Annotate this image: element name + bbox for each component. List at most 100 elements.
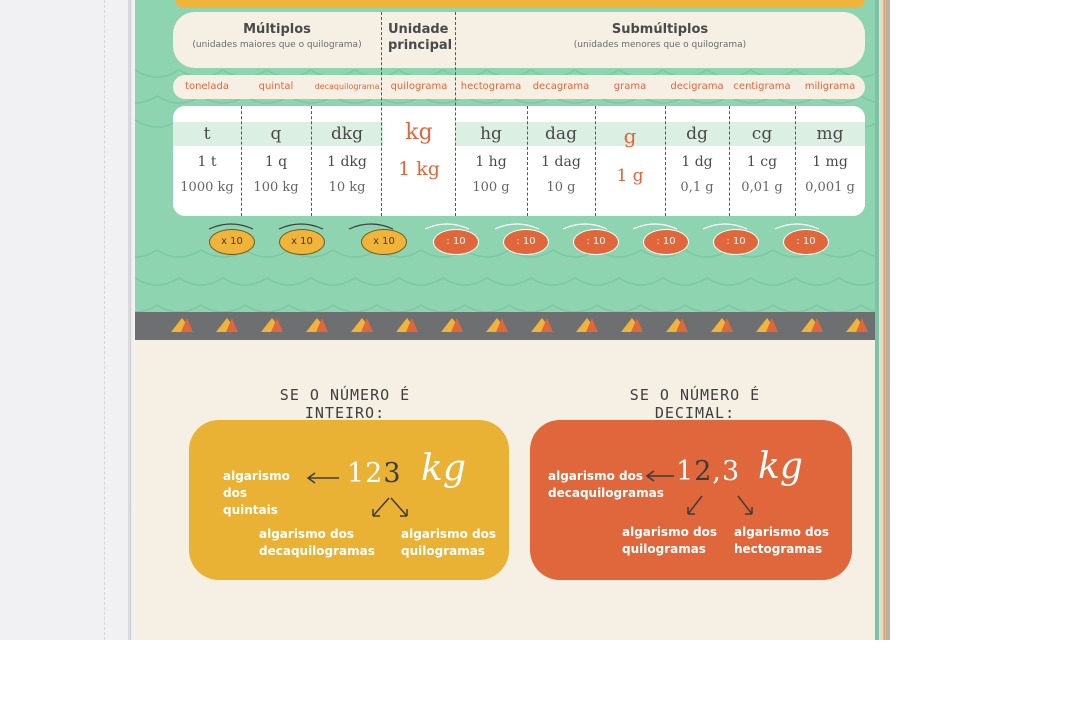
triangle-ornament (541, 318, 553, 332)
number-part: ,3 (712, 456, 741, 487)
integer-rule-title: SE O NÚMERO É INTEIRO: (279, 386, 411, 422)
unit-equivalent: 100 g (472, 180, 510, 195)
submultiplos-header: Submúltiplos (unidades menores que o qui… (455, 12, 865, 68)
unit-symbol: t (203, 124, 211, 144)
triangle-ornament (811, 318, 823, 332)
divide-by-10-badge: : 10 (433, 229, 479, 255)
decimal-rule-title: SE O NÚMERO É DECIMAL: (629, 386, 761, 422)
triangle-ornament (721, 318, 733, 332)
unit-symbol: kg (405, 120, 433, 145)
column-divider (665, 106, 666, 216)
unit-symbol: dkg (330, 124, 364, 144)
unit-name: quintal (258, 81, 294, 92)
principal-divider-left (381, 12, 382, 216)
unit-column-g: g 1 g (595, 106, 665, 216)
unit-value: 1 dg (681, 154, 713, 170)
units-table: t 1 t 1000 kg q 1 q 100 kg dkg 1 dkg 10 … (173, 106, 865, 216)
triangle-ornament (766, 318, 778, 332)
unit-equivalent: 0,1 g (680, 180, 714, 195)
decorative-triangle-band (135, 312, 875, 340)
triangle-ornament (586, 318, 598, 332)
unit-equivalent: 0,001 g (805, 180, 855, 195)
book-edge (886, 0, 890, 640)
unit-value: 1 dag (541, 154, 581, 170)
triangle-ornament (181, 318, 193, 332)
principal-divider-right (455, 12, 456, 216)
label-quilogramas: algarismo dos quilogramas (401, 527, 496, 558)
unit-symbol: cg (751, 124, 773, 144)
unit-symbol: dag (545, 124, 577, 144)
unit-name: grama (613, 81, 647, 92)
principal-title: Unidade principal (388, 22, 453, 53)
unit-column-kg: kg 1 kg (383, 106, 455, 216)
divide-by-10-badge: : 10 (783, 229, 829, 255)
unit-value: 1 t (197, 154, 217, 170)
unit-value: 1 mg (812, 154, 848, 170)
unit-equivalent: 100 kg (253, 180, 299, 195)
units-table-section: Múltiplos (unidades maiores que o quilog… (135, 0, 875, 312)
multiplos-subtitle: (unidades maiores que o quilograma) (192, 40, 362, 50)
triangle-ornament (361, 318, 373, 332)
symbol-row-stripe (173, 122, 865, 146)
submultiplos-subtitle: (unidades menores que o quilograma) (573, 40, 747, 50)
book-page: Múltiplos (unidades maiores que o quilog… (135, 0, 875, 640)
unit-value: 1 cg (746, 154, 778, 170)
unit-value: 1 kg (398, 158, 440, 180)
triangle-ornament (676, 318, 688, 332)
multiply-by-10-badge: x 10 (361, 229, 407, 255)
unit-equivalent: 1000 kg (180, 180, 234, 195)
label-quilogramas: algarismo dos quilogramas (622, 525, 717, 556)
label-decaquilogramas: algarismo dos decaquilogramas (259, 527, 375, 558)
unit-kg: kg (421, 448, 466, 489)
multiplos-title: Múltiplos (243, 22, 311, 37)
triangle-ornament (316, 318, 328, 332)
column-divider (795, 106, 796, 216)
integer-number: 123 (347, 458, 402, 489)
unit-name: tonelada (185, 81, 229, 92)
unit-column-hg: hg 1 hg 100 g (455, 106, 527, 216)
unit-name: miligrama (804, 81, 856, 92)
label-decaquilogramas: algarismo dos decaquilogramas (548, 469, 664, 500)
split-arrows-icon (372, 497, 408, 517)
triangle-ornament (631, 318, 643, 332)
unit-column-dag: dag 1 dag 10 g (527, 106, 595, 216)
divide-by-10-badge: : 10 (643, 229, 689, 255)
label-hectogramas: algarismo dos hectogramas (734, 525, 829, 556)
unit-equivalent: 10 g (546, 180, 576, 195)
unit-equivalent: 0,01 g (741, 180, 783, 195)
column-divider (311, 106, 312, 216)
unit-names-bar: tonelada quintal decaquilograma quilogra… (173, 75, 865, 99)
number-part: 1 (676, 456, 695, 487)
top-yellow-band (175, 0, 865, 8)
principal-header: Unidade principal (381, 12, 455, 68)
unit-name: decaquilograma (314, 82, 380, 91)
page-fold-line (104, 0, 107, 640)
triangle-ornament (271, 318, 283, 332)
triangle-ornament (856, 318, 868, 332)
decimal-number: 12,3 (676, 456, 740, 487)
highlighted-digit: 2 (694, 456, 713, 487)
unit-symbol: hg (480, 124, 502, 144)
divide-by-10-badge: : 10 (573, 229, 619, 255)
unit-symbol: g (623, 124, 637, 148)
multiply-by-10-badge: x 10 (209, 229, 255, 255)
page-edges (875, 0, 889, 640)
unit-name: centigrama (733, 81, 791, 92)
submultiplos-title: Submúltiplos (611, 22, 709, 37)
divide-by-10-badge: : 10 (713, 229, 759, 255)
triangle-ornament (226, 318, 238, 332)
decimal-rule-box: algarismo dos decaquilogramas 12,3 kg al… (530, 420, 852, 580)
header-bar: Múltiplos (unidades maiores que o quilog… (173, 12, 865, 68)
triangle-ornament (451, 318, 463, 332)
unit-symbol: q (270, 124, 282, 144)
arrow-left-icon (645, 470, 674, 482)
integer-rule-box: algarismo dos quintais 123 kg algarismo … (189, 420, 509, 580)
unit-column-cg: cg 1 cg 0,01 g (729, 106, 795, 216)
unit-column-dg: dg 1 dg 0,1 g (665, 106, 729, 216)
unit-value: 1 hg (475, 154, 507, 170)
label-quintais: algarismo dos quintais (223, 469, 290, 517)
split-arrows-icon (687, 495, 753, 515)
column-divider (527, 106, 528, 216)
unit-value: 1 dkg (327, 154, 367, 170)
unit-kg: kg (758, 446, 803, 487)
